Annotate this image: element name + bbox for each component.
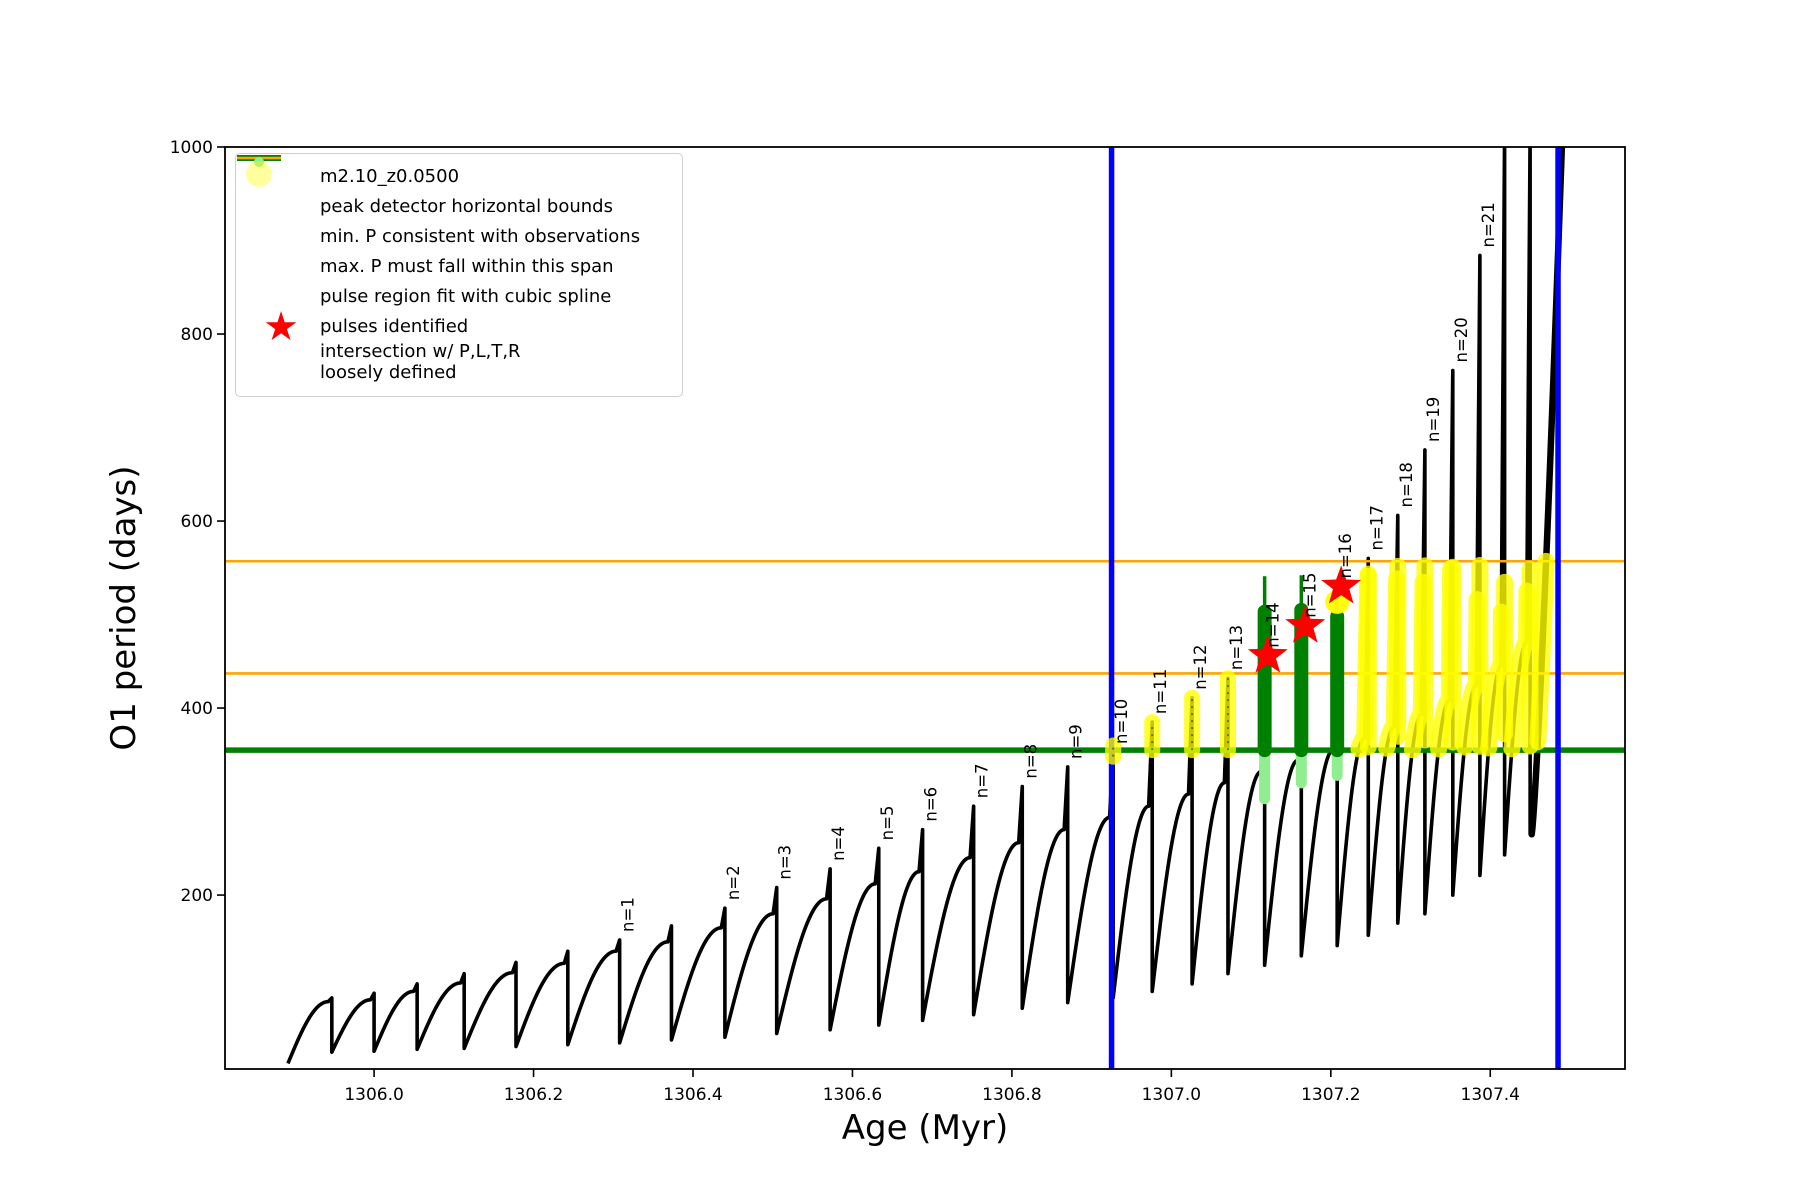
- pulse-number-label: n=15: [1300, 572, 1319, 617]
- y-tick-label: 1000: [170, 138, 213, 158]
- pulse-number-label: n=18: [1397, 462, 1416, 507]
- legend: m2.10_z0.0500 peak detector horizontal b…: [235, 153, 683, 397]
- pulse-number-label: n=5: [878, 806, 897, 841]
- pulse-number-label: n=20: [1452, 317, 1471, 362]
- pulse-number-label: n=7: [973, 763, 992, 798]
- x-tick-label: 1307.0: [1142, 1085, 1201, 1105]
- legend-label: m2.10_z0.0500: [320, 165, 460, 187]
- pulse-number-label: n=8: [1021, 744, 1040, 779]
- pulse-number-label: n=10: [1112, 699, 1131, 744]
- pulse-number-label: n=4: [829, 826, 848, 861]
- pulse-number-label: n=13: [1227, 625, 1246, 670]
- x-tick-label: 1306.0: [344, 1085, 403, 1105]
- legend-item-spline: pulse region fit with cubic spline: [242, 157, 676, 312]
- pulse-number-label: n=16: [1336, 533, 1355, 578]
- pulse-number-label: n=12: [1191, 644, 1210, 689]
- legend-label: intersection w/ P,L,T,R loosely defined: [320, 341, 521, 383]
- pulse-number-label: n=6: [922, 787, 941, 822]
- series-curve: [286, 147, 1532, 1065]
- pulse-number-label: n=11: [1151, 669, 1170, 714]
- legend-item-pulses: ★ pulses identified: [242, 304, 676, 350]
- legend-item-intersection: intersection w/ P,L,T,R loosely defined: [242, 161, 676, 383]
- pulse-star: [1285, 604, 1326, 643]
- pulse-number-label: n=9: [1067, 724, 1086, 759]
- red-star-marker-icon: ★: [263, 304, 299, 350]
- y-tick-label: 400: [181, 699, 213, 719]
- legend-label: pulses identified: [320, 315, 469, 337]
- pulse-star: [1247, 634, 1288, 673]
- x-tick-label: 1306.6: [823, 1085, 882, 1105]
- legend-item-series: m2.10_z0.0500: [237, 155, 676, 192]
- pulse-number-label: n=17: [1367, 505, 1386, 550]
- pulse-number-label: n=2: [724, 865, 743, 900]
- legend-item-peak-bounds: peak detector horizontal bounds: [237, 155, 676, 222]
- y-tick-label: 600: [181, 512, 213, 532]
- y-tick-label: 200: [181, 886, 213, 906]
- legend-item-min-p: min. P consistent with observations: [237, 155, 676, 252]
- intersection-highlight: [1105, 552, 1555, 765]
- plot-frame: [224, 146, 1626, 1070]
- x-tick-label: 1306.4: [663, 1085, 722, 1105]
- x-tick-label: 1307.2: [1301, 1085, 1360, 1105]
- pulse-number-label: n=1: [619, 897, 638, 932]
- legend-label: max. P must fall within this span: [320, 255, 614, 277]
- legend-label: pulse region fit with cubic spline: [320, 285, 612, 307]
- x-tick-label: 1306.8: [982, 1085, 1041, 1105]
- x-tick-label: 1307.4: [1461, 1085, 1520, 1105]
- pulse-number-label: n=19: [1424, 397, 1443, 442]
- x-axis-label: Age (Myr): [841, 1108, 1009, 1148]
- y-tick-label: 800: [181, 325, 213, 345]
- y-axis-label: O1 period (days): [104, 465, 144, 751]
- legend-label: min. P consistent with observations: [320, 225, 641, 247]
- pulse-number-label: n=21: [1479, 202, 1498, 247]
- legend-label: peak detector horizontal bounds: [320, 195, 613, 217]
- pulse-number-label: n=3: [776, 845, 795, 880]
- pulse-number-label: n=14: [1264, 602, 1283, 647]
- legend-item-max-p: max. P must fall within this span: [237, 156, 676, 282]
- pulse-star: [1321, 565, 1362, 604]
- x-tick-label: 1306.2: [504, 1085, 563, 1105]
